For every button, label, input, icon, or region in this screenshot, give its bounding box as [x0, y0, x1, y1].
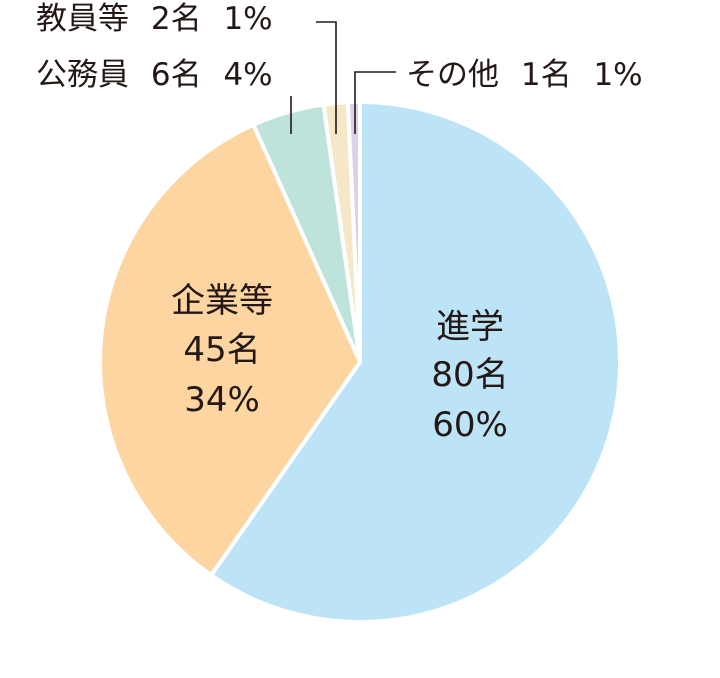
slice-label-name: 進学	[436, 307, 504, 347]
slice-label-count: 6名	[151, 57, 202, 93]
slice-label-percent: 4%	[223, 57, 272, 93]
slice-label-percent: 60%	[432, 405, 508, 445]
slice-label-name: その他	[406, 57, 499, 93]
slice-label-name: 教員等	[36, 1, 129, 37]
slice-label-shingaku: 進学 80名 60%	[431, 307, 508, 445]
leader-line-kyoin	[316, 21, 337, 134]
leader-lines	[290, 21, 396, 134]
pie-slice-kigyo	[98, 122, 362, 578]
slice-label-kigyo: 企業等 45名 34%	[171, 281, 273, 420]
slice-label-percent: 1%	[223, 1, 272, 37]
slice-label-count: 45名	[183, 330, 260, 370]
slice-label-count: 80名	[431, 355, 508, 395]
pie-slice-sonota	[345, 100, 362, 364]
slice-label-count: 1名	[521, 57, 572, 93]
slice-label-name: 企業等	[171, 281, 273, 321]
pie-slices	[98, 100, 622, 624]
slice-label-count: 2名	[151, 1, 202, 37]
pie-slice-shingaku	[209, 100, 622, 624]
slice-label-percent: 1%	[593, 57, 642, 93]
leader-line-sonota	[354, 71, 396, 134]
slice-label-name: 公務員	[36, 57, 129, 93]
slice-label-percent: 34%	[184, 380, 260, 420]
slice-label-sonota: その他 1名 1%	[406, 57, 643, 93]
slice-label-komuin: 公務員 6名 4%	[36, 57, 273, 93]
slice-label-kyoin: 教員等 2名 1%	[36, 1, 273, 37]
